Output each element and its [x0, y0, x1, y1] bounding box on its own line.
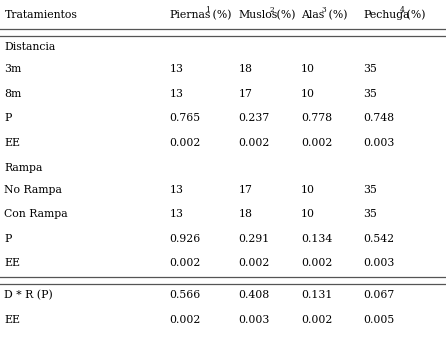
Text: P: P — [4, 113, 12, 123]
Text: Alas: Alas — [301, 10, 324, 20]
Text: Piernas: Piernas — [169, 10, 211, 20]
Text: 35: 35 — [363, 89, 377, 99]
Text: 2: 2 — [269, 6, 274, 14]
Text: (%): (%) — [403, 10, 425, 21]
Text: 0.237: 0.237 — [239, 113, 270, 123]
Text: 0.765: 0.765 — [169, 113, 201, 123]
Text: 35: 35 — [363, 64, 377, 74]
Text: 10: 10 — [301, 209, 315, 219]
Text: Rampa: Rampa — [4, 162, 43, 173]
Text: 0.002: 0.002 — [301, 258, 332, 269]
Text: 0.926: 0.926 — [169, 234, 201, 244]
Text: 17: 17 — [239, 89, 252, 99]
Text: 0.748: 0.748 — [363, 113, 395, 123]
Text: 18: 18 — [239, 209, 252, 219]
Text: 10: 10 — [301, 185, 315, 195]
Text: 0.002: 0.002 — [239, 258, 270, 269]
Text: 10: 10 — [301, 64, 315, 74]
Text: Muslos: Muslos — [239, 10, 278, 20]
Text: 0.003: 0.003 — [363, 258, 395, 269]
Text: P: P — [4, 234, 12, 244]
Text: 0.003: 0.003 — [239, 315, 270, 325]
Text: EE: EE — [4, 258, 21, 269]
Text: Con Rampa: Con Rampa — [4, 209, 68, 219]
Text: Tratamientos: Tratamientos — [4, 10, 77, 20]
Text: Pechuga: Pechuga — [363, 10, 410, 20]
Text: No Rampa: No Rampa — [4, 185, 62, 195]
Text: 18: 18 — [239, 64, 252, 74]
Text: (%): (%) — [209, 10, 231, 21]
Text: EE: EE — [4, 138, 21, 148]
Text: 35: 35 — [363, 209, 377, 219]
Text: 0.291: 0.291 — [239, 234, 270, 244]
Text: 4: 4 — [400, 6, 404, 14]
Text: 13: 13 — [169, 185, 183, 195]
Text: 0.002: 0.002 — [169, 138, 201, 148]
Text: 0.005: 0.005 — [363, 315, 395, 325]
Text: D * R (P): D * R (P) — [4, 290, 53, 301]
Text: 13: 13 — [169, 64, 183, 74]
Text: 13: 13 — [169, 209, 183, 219]
Text: (%): (%) — [325, 10, 347, 21]
Text: 8m: 8m — [4, 89, 22, 99]
Text: 0.542: 0.542 — [363, 234, 395, 244]
Text: 0.408: 0.408 — [239, 290, 270, 300]
Text: 0.003: 0.003 — [363, 138, 395, 148]
Text: 0.002: 0.002 — [239, 138, 270, 148]
Text: 13: 13 — [169, 89, 183, 99]
Text: 0.134: 0.134 — [301, 234, 332, 244]
Text: 0.131: 0.131 — [301, 290, 332, 300]
Text: EE: EE — [4, 315, 21, 325]
Text: 35: 35 — [363, 185, 377, 195]
Text: 10: 10 — [301, 89, 315, 99]
Text: 0.778: 0.778 — [301, 113, 332, 123]
Text: 17: 17 — [239, 185, 252, 195]
Text: 0.067: 0.067 — [363, 290, 395, 300]
Text: 0.002: 0.002 — [301, 138, 332, 148]
Text: 0.002: 0.002 — [169, 258, 201, 269]
Text: 1: 1 — [205, 6, 210, 14]
Text: 3m: 3m — [4, 64, 22, 74]
Text: 0.566: 0.566 — [169, 290, 201, 300]
Text: 0.002: 0.002 — [169, 315, 201, 325]
Text: Distancia: Distancia — [4, 42, 56, 52]
Text: 0.002: 0.002 — [301, 315, 332, 325]
Text: 3: 3 — [322, 6, 326, 14]
Text: (%): (%) — [273, 10, 295, 21]
